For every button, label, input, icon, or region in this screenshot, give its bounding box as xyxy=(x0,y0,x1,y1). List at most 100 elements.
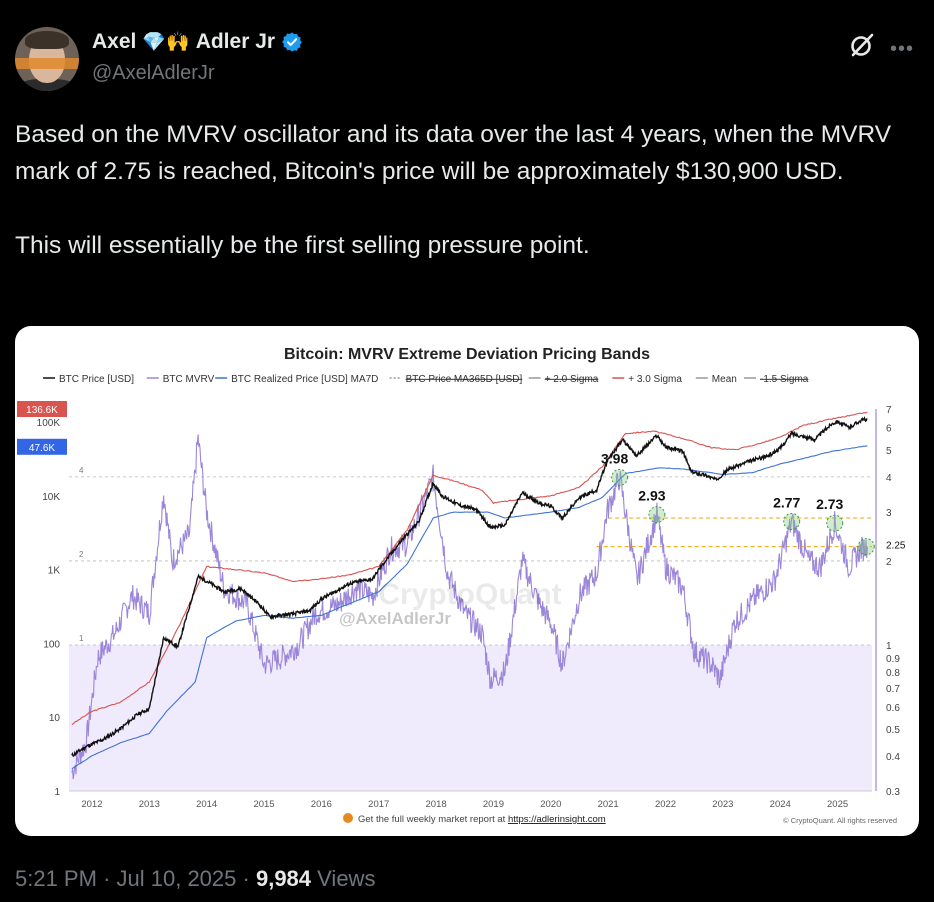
price-badge: 136.6K xyxy=(26,405,58,416)
y-left-tick-label: 100 xyxy=(43,639,60,650)
x-tick-label: 2013 xyxy=(139,799,160,810)
footer-bullet-icon xyxy=(343,813,353,823)
x-tick-label: 2017 xyxy=(368,799,389,810)
tweet-meta: 5:21 PM · Jul 10, 2025 · 9,984 Views xyxy=(15,866,375,892)
chart-copyright: © CryptoQuant. All rights reserved xyxy=(783,816,897,825)
y-left-tick-label: 100K xyxy=(37,418,61,429)
y-left-tick-label: 10K xyxy=(42,492,60,503)
y-right-tick-label: 0.9 xyxy=(886,654,900,665)
legend-item: + 3.0 Sigma xyxy=(612,374,682,385)
verified-badge-icon xyxy=(282,32,302,52)
chart-legend: BTC Price [USD] BTC MVRV BTC Realized Pric… xyxy=(43,374,809,385)
meta-separator: · xyxy=(103,866,111,891)
annotation-label: 2.77 xyxy=(773,494,800,510)
annotation-circle xyxy=(783,512,801,530)
annotation-label: 3.98 xyxy=(601,450,628,466)
y-right-tick-label: 0.5 xyxy=(886,725,900,736)
mvrv-ref-label: 1 xyxy=(79,634,84,643)
author-name-first: Axel xyxy=(92,30,137,53)
legend-label: -1.5 Sigma xyxy=(760,374,809,385)
x-tick-label: 2023 xyxy=(712,799,733,810)
annotation-circle xyxy=(826,514,844,532)
annotation-circle xyxy=(648,506,666,524)
author-name-emoji: 💎🙌 xyxy=(142,32,190,53)
tweet-time[interactable]: 5:21 PM xyxy=(15,866,97,891)
y-right-tick-label: 0.7 xyxy=(886,684,900,695)
more-icon[interactable]: ••• xyxy=(890,38,915,60)
series-sigma-3 xyxy=(71,411,868,725)
mvrv-ref-label: 2 xyxy=(79,550,84,559)
realized-badge-bg xyxy=(17,438,67,455)
y-right-tick-label: 1 xyxy=(886,641,892,652)
legend-label: BTC Price MA365D [USD] xyxy=(406,374,523,385)
y-right-tick-label: 3 xyxy=(886,508,892,519)
x-tick-label: 2025 xyxy=(827,799,848,810)
meta-separator: · xyxy=(242,866,250,891)
avatar[interactable] xyxy=(15,27,79,91)
y-left-tick-label: 1 xyxy=(54,787,60,798)
legend-label: BTC MVRV xyxy=(163,374,215,385)
series-btc-mvrv xyxy=(71,434,868,780)
y-left-tick-label: 1K xyxy=(48,566,61,577)
x-tick-label: 2016 xyxy=(311,799,332,810)
avatar-hair xyxy=(25,31,69,49)
y-right-tick-label: 0.6 xyxy=(886,703,900,714)
legend-item: BTC Realized Price [USD] MA7D xyxy=(215,374,378,385)
y-right-tick-label: 2 xyxy=(886,557,892,568)
realized-badge: 47.6K xyxy=(29,443,55,454)
mvrv-low-zone xyxy=(69,644,872,791)
legend-label: + 3.0 Sigma xyxy=(628,374,682,385)
annotation-label: 2.93 xyxy=(638,488,665,504)
mvrv-chart: Bitcoin: MVRV Extreme Deviation Pricing … xyxy=(17,346,906,825)
y-right-tick-label: 0.3 xyxy=(886,787,900,798)
series-btc-price xyxy=(71,416,868,757)
x-tick-label: 2014 xyxy=(196,799,217,810)
chart-watermark-handle: @AxelAdlerJr xyxy=(339,609,451,628)
chart-title: Bitcoin: MVRV Extreme Deviation Pricing … xyxy=(284,346,650,363)
x-tick-label: 2020 xyxy=(540,799,561,810)
avatar-band xyxy=(15,58,79,69)
y-right-tick-label: 6 xyxy=(886,424,892,435)
series-realized-price xyxy=(71,445,868,770)
x-tick-label: 2019 xyxy=(483,799,504,810)
legend-label: BTC Realized Price [USD] MA7D xyxy=(231,374,378,385)
author-name-last: Adler Jr xyxy=(195,30,276,53)
views-count[interactable]: 9,984 xyxy=(255,866,312,891)
legend-item: -1.5 Sigma xyxy=(744,374,809,385)
y-right-tick-label: 0.4 xyxy=(886,752,900,763)
chart-plot: 4 2 1 2012 2013 2014 2015 2016 2017 2018 2019 2020 2… xyxy=(17,400,906,810)
views-label: Views xyxy=(317,866,376,891)
annotation-circle xyxy=(857,538,875,556)
x-tick-label: 2018 xyxy=(426,799,447,810)
annotation-label: 2.73 xyxy=(816,496,843,512)
x-tick-label: 2015 xyxy=(253,799,274,810)
legend-item: BTC Price MA365D [USD] xyxy=(389,374,523,385)
author-handle[interactable]: @AxelAdlerJr xyxy=(92,62,215,84)
y-right-tick-label: 4 xyxy=(886,473,892,484)
x-tick-label: 2021 xyxy=(598,799,619,810)
x-tick-label: 2024 xyxy=(770,799,791,810)
mvrv-ref-label: 4 xyxy=(79,466,84,475)
legend-label: Mean xyxy=(712,374,737,385)
x-tick-label: 2012 xyxy=(81,799,102,810)
chart-footer: Get the full weekly market report at htt… xyxy=(358,814,606,825)
legend-item: BTC Price [USD] xyxy=(43,374,134,385)
chart-card[interactable]: Bitcoin: MVRV Extreme Deviation Pricing … xyxy=(15,326,919,836)
legend-item: + 2.0 Sigma xyxy=(528,374,599,385)
author-name[interactable]: Axel 💎🙌 Adler Jr xyxy=(92,30,303,54)
legend-label: BTC Price [USD] xyxy=(59,374,134,385)
annotation-label: 2.25 xyxy=(886,541,906,552)
y-right-tick-label: 7 xyxy=(886,405,892,416)
x-tick-label: 2022 xyxy=(655,799,676,810)
tweet-text: Based on the MVRV oscillator and its dat… xyxy=(15,121,892,259)
y-left-tick-label: 10 xyxy=(49,713,61,724)
annotation-circle xyxy=(611,468,629,486)
chart-watermark: CryptoQuant xyxy=(378,578,561,611)
price-badge-bg xyxy=(17,400,67,417)
tweet-date[interactable]: Jul 10, 2025 xyxy=(116,866,237,891)
legend-label: + 2.0 Sigma xyxy=(545,374,599,385)
grok-icon[interactable] xyxy=(848,31,876,59)
y-right-tick-label: 0.8 xyxy=(886,668,900,679)
avatar-shirt xyxy=(17,79,77,91)
legend-item: BTC MVRV xyxy=(146,374,215,385)
